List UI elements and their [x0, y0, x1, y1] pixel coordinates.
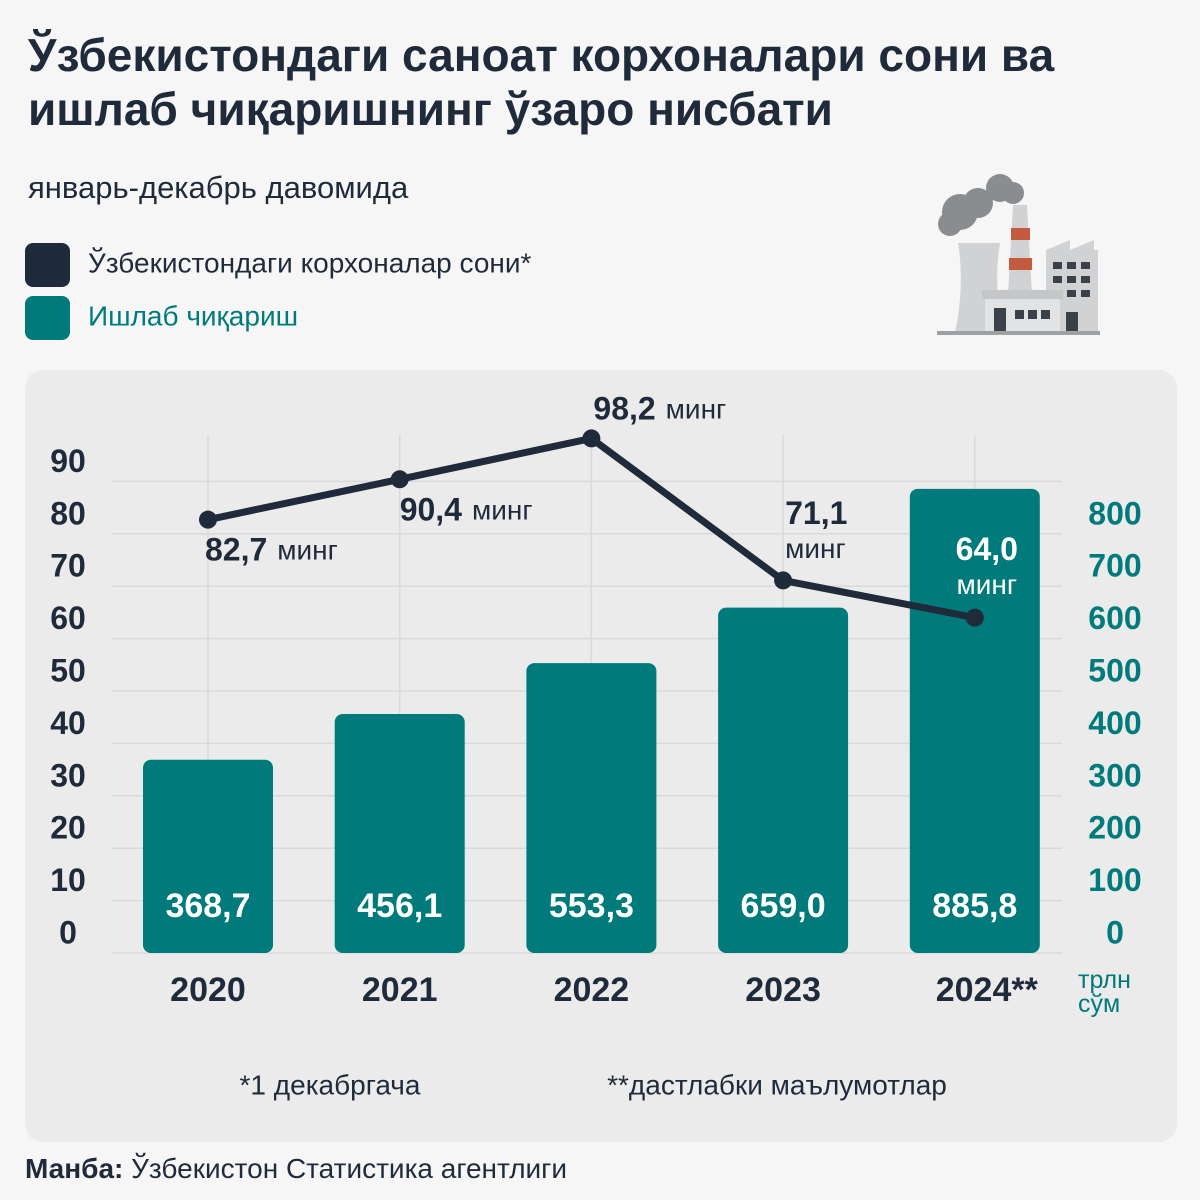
legend-label: Ишлаб чиқариш	[88, 300, 298, 331]
line-point	[965, 608, 984, 627]
bar	[143, 759, 273, 953]
y-tick-label: 20	[50, 810, 86, 846]
bar	[526, 663, 657, 953]
source-text: Ўзбекистон Статистика агентлиги	[131, 1153, 568, 1184]
y2-tick-label: 800	[1088, 495, 1141, 531]
x-tick-label: 2022	[554, 971, 630, 1009]
line-point	[390, 470, 409, 489]
line-point	[774, 571, 793, 590]
legend-label: Ўзбекистондаги корхоналар сони*	[88, 246, 532, 278]
y-tick-label: 80	[50, 495, 86, 531]
y2-tick-label: 100	[1088, 862, 1141, 898]
point-label: 90,4 минг	[400, 492, 533, 528]
legend-swatch	[25, 296, 70, 340]
title: Ўзбекистондаги саноат корхоналари сони в…	[28, 29, 1055, 135]
bar	[718, 607, 849, 953]
source: Манба: Ўзбекистон Статистика агентлиги	[25, 1153, 567, 1185]
point-unit-label: минг	[957, 569, 1018, 600]
y-tick-label: 60	[50, 600, 86, 636]
point-unit-label: минг	[785, 533, 846, 564]
y-tick-label: 40	[50, 705, 86, 741]
point-value-label: 71,1	[785, 495, 847, 531]
line-point	[199, 510, 217, 529]
point-unit-label: минг	[277, 535, 338, 566]
bar	[909, 488, 1040, 953]
bar-value-label: 659,0	[741, 887, 826, 925]
y2-tick-label: 600	[1088, 600, 1141, 636]
y-tick-label: 30	[50, 757, 86, 793]
point-unit-label: минг	[472, 495, 533, 526]
legend-swatch	[25, 243, 70, 287]
bar-value-label: 885,8	[932, 887, 1017, 925]
x-tick-label: 2020	[170, 971, 246, 1009]
x-tick-label: 2023	[745, 971, 821, 1009]
point-label: 82,7 минг	[205, 532, 338, 568]
y-tick-label: 50	[50, 652, 86, 688]
point-label: 98,2 минг	[593, 391, 726, 427]
y2-tick-label: 300	[1088, 757, 1141, 793]
y-tick-label: 0	[59, 914, 77, 950]
point-value-label: 64,0	[956, 531, 1018, 567]
x-tick-label: 2024**	[936, 971, 1039, 1009]
factory-icon	[937, 174, 1100, 335]
y-tick-label: 70	[50, 548, 86, 584]
footnote: **дастлабки маълумотлар	[607, 1069, 947, 1100]
y2-tick-label: 400	[1088, 705, 1141, 741]
footnote: *1 декабргача	[240, 1069, 421, 1100]
y2-tick-label: 200	[1088, 810, 1141, 846]
y-tick-label: 10	[50, 862, 86, 898]
y2-tick-label: 500	[1088, 652, 1141, 688]
point-value-label: 98,2	[593, 391, 655, 427]
bar-value-label: 456,1	[357, 887, 442, 925]
point-value-label: 90,4	[400, 492, 462, 528]
point-unit-label: минг	[666, 394, 727, 425]
y2-axis-label: трлн сўм	[1078, 966, 1131, 1018]
source-label: Манба:	[25, 1153, 124, 1184]
y-tick-label: 90	[50, 443, 86, 479]
y2-tick-label: 700	[1088, 548, 1141, 584]
point-value-label: 82,7	[205, 532, 267, 568]
bar-value-label: 368,7	[165, 887, 250, 925]
x-tick-label: 2021	[362, 971, 438, 1009]
subtitle: январь-декабрь давомида	[28, 170, 409, 205]
bar-value-label: 553,3	[549, 887, 634, 925]
y2-tick-label: 0	[1106, 914, 1124, 950]
line-point	[582, 429, 601, 448]
bar	[334, 714, 465, 953]
